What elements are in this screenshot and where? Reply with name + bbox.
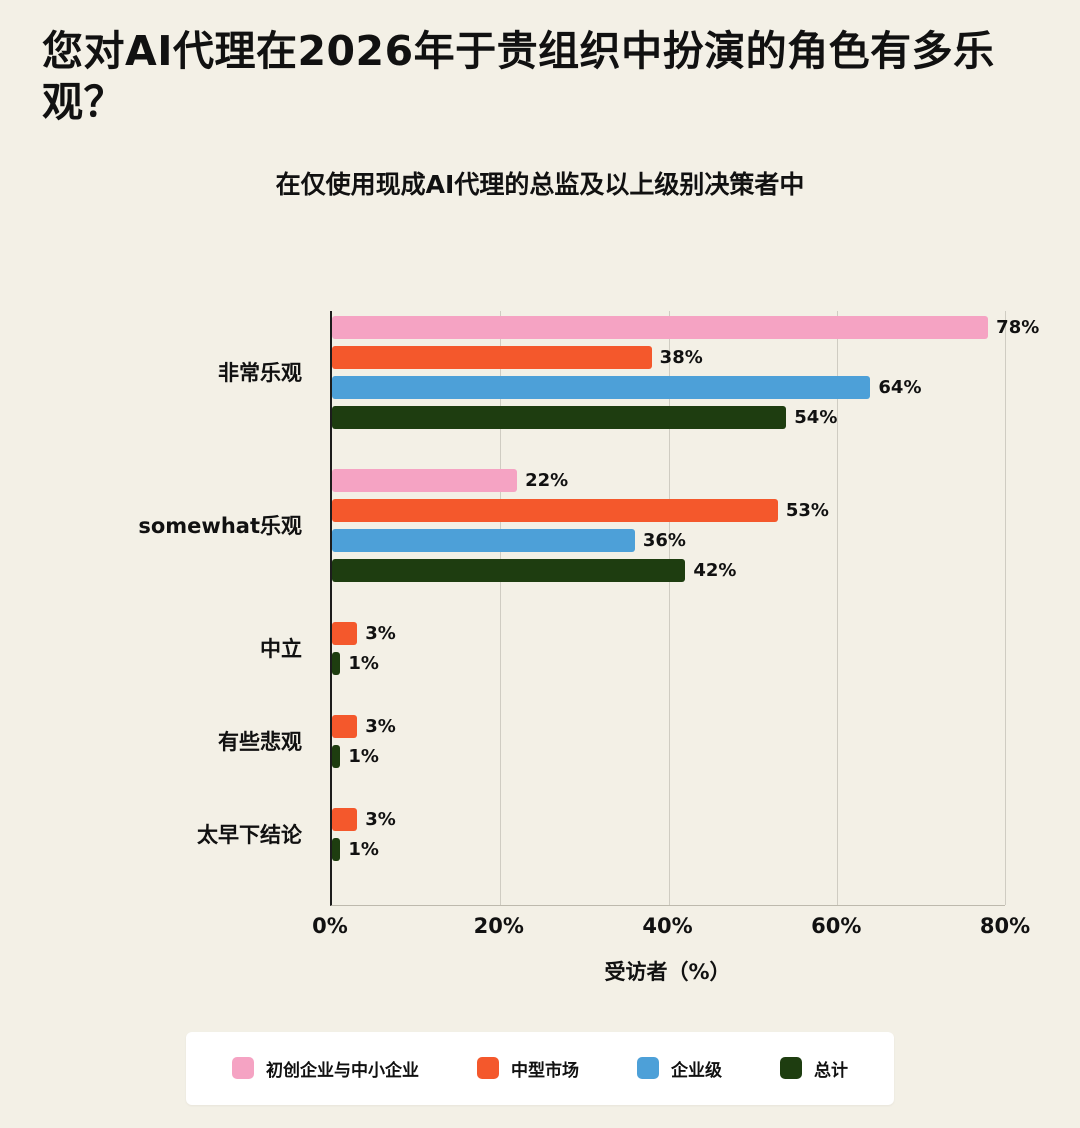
bar-series-3 bbox=[332, 558, 686, 582]
gridline bbox=[1005, 310, 1006, 905]
bar-series-3 bbox=[332, 651, 341, 675]
legend-item: 企业级 bbox=[637, 1056, 722, 1081]
bar-row: 36% bbox=[332, 528, 1005, 552]
legend-swatch bbox=[637, 1057, 659, 1079]
x-tick-label: 40% bbox=[642, 913, 693, 938]
legend-label: 中型市场 bbox=[511, 1060, 579, 1081]
bar-value-label: 64% bbox=[878, 376, 922, 398]
bar-value-label: 1% bbox=[348, 745, 379, 767]
x-tick-label: 0% bbox=[312, 913, 348, 938]
legend-item: 中型市场 bbox=[477, 1056, 579, 1081]
bar-series-1 bbox=[332, 807, 358, 831]
bar-series-1 bbox=[332, 345, 652, 369]
category-group: 非常乐观 78% 38% 64% 54% bbox=[218, 315, 1039, 429]
x-axis: 0% 20% 40% 60% 80% bbox=[312, 906, 1030, 944]
bar-row: 38% bbox=[332, 345, 1005, 369]
bar-row: 1% bbox=[332, 744, 1005, 768]
category-label: 中立 bbox=[260, 637, 302, 661]
bar-value-label: 1% bbox=[348, 838, 379, 860]
legend-item: 总计 bbox=[780, 1056, 848, 1081]
bar-value-label: 22% bbox=[525, 469, 569, 491]
bar-row: 64% bbox=[332, 375, 1005, 399]
category-label: 非常乐观 bbox=[218, 361, 302, 385]
bar-series-1 bbox=[332, 498, 778, 522]
bar-chart: 非常乐观 78% 38% 64% 54% somewhat乐观 22% 53% 36% 42% 中立… bbox=[0, 310, 1080, 986]
bar-value-label: 3% bbox=[365, 715, 396, 737]
legend-item: 初创企业与中小企业 bbox=[232, 1056, 419, 1081]
bar-series-1 bbox=[332, 714, 358, 738]
bar-value-label: 38% bbox=[659, 346, 703, 368]
bar-row: 78% bbox=[332, 315, 1039, 339]
infographic-page: 您对AI代理在2026年于贵组织中扮演的角色有多乐观？ 在仅使用现成AI代理的总… bbox=[0, 27, 1080, 1105]
bar-series-0 bbox=[332, 315, 989, 339]
bar-row: 1% bbox=[332, 651, 1005, 675]
category-group: 太早下结论 3% 1% bbox=[197, 807, 1005, 861]
category-group: 中立 3% 1% bbox=[260, 621, 1005, 675]
category-group: somewhat乐观 22% 53% 36% 42% bbox=[138, 468, 1005, 582]
bar-value-label: 53% bbox=[785, 499, 829, 521]
legend-container: 初创企业与中小企业 中型市场 企业级 总计 bbox=[0, 1031, 1080, 1105]
bar-value-label: 3% bbox=[365, 622, 396, 644]
bar-groups: 非常乐观 78% 38% 64% 54% somewhat乐观 22% 53% 36% 42% 中立… bbox=[138, 315, 1039, 861]
gridline bbox=[836, 310, 838, 905]
legend-swatch bbox=[477, 1057, 499, 1079]
bar-row: 42% bbox=[332, 558, 1005, 582]
bar-row: 22% bbox=[332, 468, 1005, 492]
bar-row: 54% bbox=[332, 405, 1005, 429]
bar-value-label: 42% bbox=[693, 559, 737, 581]
bar-series-0 bbox=[332, 468, 518, 492]
legend-swatch bbox=[232, 1057, 254, 1079]
legend: 初创企业与中小企业 中型市场 企业级 总计 bbox=[186, 1031, 894, 1105]
x-tick-label: 60% bbox=[811, 913, 862, 938]
bar-value-label: 3% bbox=[365, 808, 396, 830]
legend-swatch bbox=[780, 1057, 802, 1079]
bar-row: 3% bbox=[332, 621, 1005, 645]
bar-value-label: 78% bbox=[996, 316, 1040, 338]
category-label: somewhat乐观 bbox=[138, 514, 302, 538]
bar-row: 3% bbox=[332, 714, 1005, 738]
category-label: 太早下结论 bbox=[197, 823, 302, 847]
bar-row: 53% bbox=[332, 498, 1005, 522]
legend-label: 初创企业与中小企业 bbox=[266, 1060, 419, 1081]
bar-series-1 bbox=[332, 621, 358, 645]
plot-area: 非常乐观 78% 38% 64% 54% somewhat乐观 22% 53% 36% 42% 中立… bbox=[138, 310, 1039, 906]
bar-row: 1% bbox=[332, 837, 1005, 861]
gridline bbox=[668, 310, 670, 905]
bar-row: 3% bbox=[332, 807, 1005, 831]
bar-value-label: 1% bbox=[348, 652, 379, 674]
category-label: 有些悲观 bbox=[218, 730, 302, 754]
legend-label: 企业级 bbox=[671, 1060, 722, 1081]
bar-value-label: 54% bbox=[794, 406, 838, 428]
bar-value-label: 36% bbox=[642, 529, 686, 551]
chart-subtitle: 在仅使用现成AI代理的总监及以上级别决策者中 bbox=[275, 169, 805, 199]
bar-series-2 bbox=[332, 375, 871, 399]
bar-series-3 bbox=[332, 837, 341, 861]
category-group: 有些悲观 3% 1% bbox=[218, 714, 1005, 768]
x-tick-label: 80% bbox=[979, 913, 1031, 938]
bar-series-3 bbox=[332, 405, 787, 429]
x-axis-label: 受访者（%） bbox=[604, 959, 731, 984]
bar-series-2 bbox=[332, 528, 635, 552]
x-tick-label: 20% bbox=[473, 913, 524, 938]
gridline bbox=[500, 310, 502, 905]
chart-title: 您对AI代理在2026年于贵组织中扮演的角色有多乐观？ bbox=[42, 27, 995, 127]
bar-series-3 bbox=[332, 744, 341, 768]
legend-label: 总计 bbox=[814, 1060, 848, 1081]
